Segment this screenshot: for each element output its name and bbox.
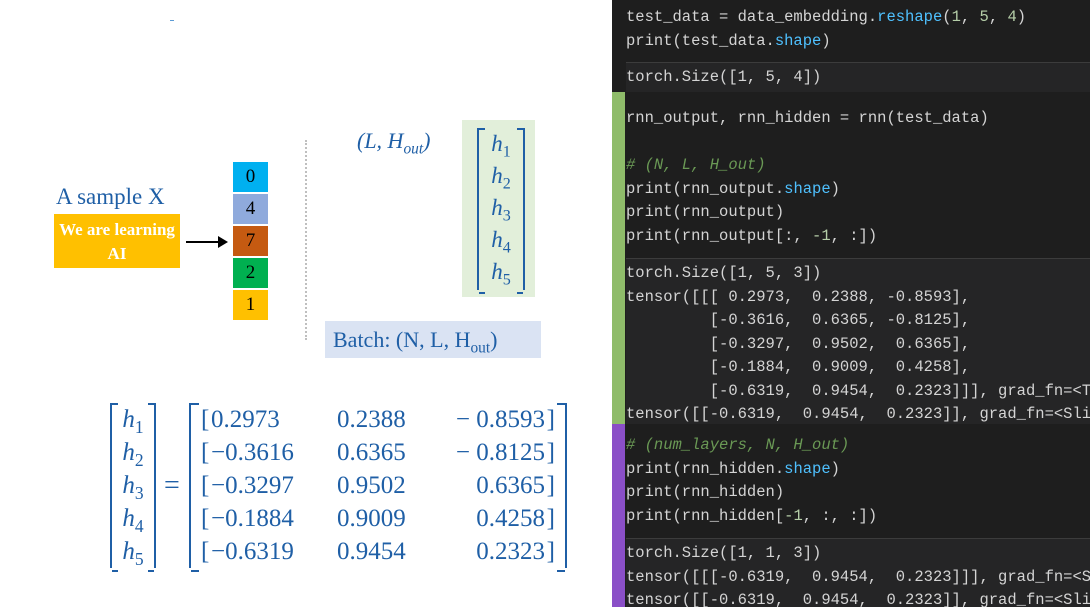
matrix-cell: 0.6365: [337, 439, 406, 466]
code-comment: # (N, L, H_out): [626, 156, 766, 174]
hidden-state: h5: [491, 259, 511, 289]
hidden-state: h4: [491, 227, 511, 257]
token-cell: 0: [232, 161, 269, 193]
matrix-cell: 0.9009: [337, 505, 406, 532]
row-bracket: [: [201, 439, 210, 466]
row-bracket: ]: [546, 406, 555, 433]
hidden-state: h1: [491, 131, 511, 161]
matrix-cell: − 0.8593: [455, 406, 545, 433]
output-line: tensor([[[-0.6319, 0.9454, 0.2323]]], gr…: [626, 567, 1090, 586]
output-line: [-0.3616, 0.6365, -0.8125],: [626, 311, 971, 329]
output-line: torch.Size([1, 5, 4]): [626, 68, 822, 86]
row-bracket: ]: [546, 505, 555, 532]
cell-1-input[interactable]: test_data = data_embedding.reshape(1, 5,…: [626, 6, 1090, 53]
hidden-vector: h1 h2 h3 h4 h5: [477, 128, 525, 294]
code-line: rnn_output, rnn_hidden = rnn(test_data): [626, 109, 989, 127]
row-bracket: [: [201, 505, 210, 532]
cell-2-input[interactable]: rnn_output, rnn_hidden = rnn(test_data) …: [626, 107, 1090, 248]
matrix-cell: 0.2973: [211, 406, 280, 433]
output-line: tensor([[-0.6319, 0.9454, 0.2323]], grad…: [626, 405, 1090, 423]
code-line: print(rnn_output): [626, 203, 785, 221]
output-line: tensor([[-0.6319, 0.9454, 0.2323]], grad…: [626, 591, 1090, 607]
cell-3-input[interactable]: # (num_layers, N, H_out) print(rnn_hidde…: [626, 434, 1090, 528]
row-bracket: ]: [546, 472, 555, 499]
decorative-dash: [170, 20, 174, 21]
matrix-cell: 0.4258: [476, 505, 545, 532]
sample-text-box: We are learning AI: [54, 214, 180, 268]
matrix-row: [−0.1884 0.9009 0.4258]: [191, 502, 565, 535]
diagram-area: A sample X We are learning AI 0 4 7 2 1 …: [54, 20, 567, 572]
h-element: h3: [122, 472, 144, 503]
arrow-icon: [186, 241, 220, 243]
sample-label: A sample X: [56, 184, 165, 209]
cell-1-output: torch.Size([1, 5, 4]): [626, 62, 1090, 92]
cell-2-output: torch.Size([1, 5, 3]) tensor([[[ 0.2973,…: [626, 258, 1090, 424]
output-line: torch.Size([1, 1, 3]): [626, 544, 822, 562]
output-line: [-0.1884, 0.9009, 0.4258],: [626, 358, 971, 376]
code-line: print(test_data.shape): [626, 31, 831, 50]
h-element: h4: [122, 505, 144, 536]
code-line: print(rnn_hidden.shape): [626, 459, 840, 478]
token-cell: 1: [232, 289, 269, 321]
batch-shape-text: Batch: (N, L, Hout): [333, 327, 498, 357]
matrix-cell: 0.6365: [476, 472, 545, 499]
matrix-cell: −0.3616: [211, 439, 294, 466]
code-panel: test_data = data_embedding.reshape(1, 5,…: [612, 0, 1090, 607]
code-line: print(rnn_output[:, -1, :]): [626, 226, 878, 245]
matrix-cell: 0.9454: [337, 538, 406, 565]
row-bracket: [: [201, 406, 210, 433]
matrix-cell: 0.2388: [337, 406, 406, 433]
hidden-state: h3: [491, 195, 511, 225]
h-element: h2: [122, 439, 144, 470]
output-shape-label: (L, Hout): [357, 128, 430, 158]
code-comment: # (num_layers, N, H_out): [626, 436, 850, 454]
dotted-divider: [305, 140, 307, 340]
output-line: [-0.6319, 0.9454, 0.2323]]], grad_fn=<T: [626, 381, 1090, 400]
matrix-row: [−0.3297 0.9502 0.6365]: [191, 469, 565, 502]
code-line: [626, 131, 1090, 155]
cell-3-output: torch.Size([1, 1, 3]) tensor([[[-0.6319,…: [626, 538, 1090, 607]
h-element: h5: [122, 538, 144, 569]
matrix-cell: −0.6319: [211, 538, 294, 565]
code-line: print(rnn_hidden): [626, 483, 785, 501]
token-cell: 7: [232, 225, 269, 257]
row-bracket: ]: [546, 538, 555, 565]
cell-2-bar: [612, 92, 625, 424]
cell-3-bar: [612, 424, 625, 607]
code-line: print(rnn_output.shape): [626, 179, 840, 198]
row-bracket: [: [201, 538, 210, 565]
code-line: print(rnn_hidden[-1, :, :]): [626, 506, 878, 525]
batch-shape-label: Batch: (N, L, Hout): [325, 321, 541, 358]
output-line: [-0.3297, 0.9502, 0.6365],: [626, 334, 971, 353]
token-stack: 0 4 7 2 1: [232, 161, 269, 321]
token-cell: 2: [232, 257, 269, 289]
matrix-cell: 0.2323: [476, 538, 545, 565]
matrix-row: [−0.3616 0.6365 − 0.8125]: [191, 436, 565, 469]
code-line: test_data = data_embedding.reshape(1, 5,…: [626, 8, 1027, 26]
row-bracket: [: [201, 472, 210, 499]
h-element: h1: [122, 406, 144, 437]
equals-sign: =: [164, 470, 180, 501]
matrix-row: [0.2973 0.2388 − 0.8593]: [191, 403, 565, 436]
arrow-head-icon: [218, 236, 228, 248]
output-shape-text: (L, Hout): [357, 128, 431, 158]
matrix-cell: − 0.8125: [455, 439, 545, 466]
hidden-vector-highlight: [462, 120, 535, 297]
output-line: tensor([[[ 0.2973, 0.2388, -0.8593],: [626, 287, 971, 306]
h-column-vector: h1 h2 h3 h4 h5: [110, 403, 156, 572]
output-line: torch.Size([1, 5, 3]): [626, 264, 822, 282]
hidden-state: h2: [491, 163, 511, 193]
matrix-cell: −0.3297: [211, 472, 294, 499]
output-matrix: [0.2973 0.2388− 0.8593][−0.3616 0.6365− 0.…: [189, 403, 567, 572]
matrix-cell: 0.9502: [337, 472, 406, 499]
sample-text: We are learning AI: [59, 220, 175, 263]
matrix-cell: −0.1884: [211, 505, 294, 532]
token-cell: 4: [232, 193, 269, 225]
row-bracket: ]: [546, 439, 555, 466]
matrix-row: [−0.6319 0.9454 0.2323]: [191, 535, 565, 568]
